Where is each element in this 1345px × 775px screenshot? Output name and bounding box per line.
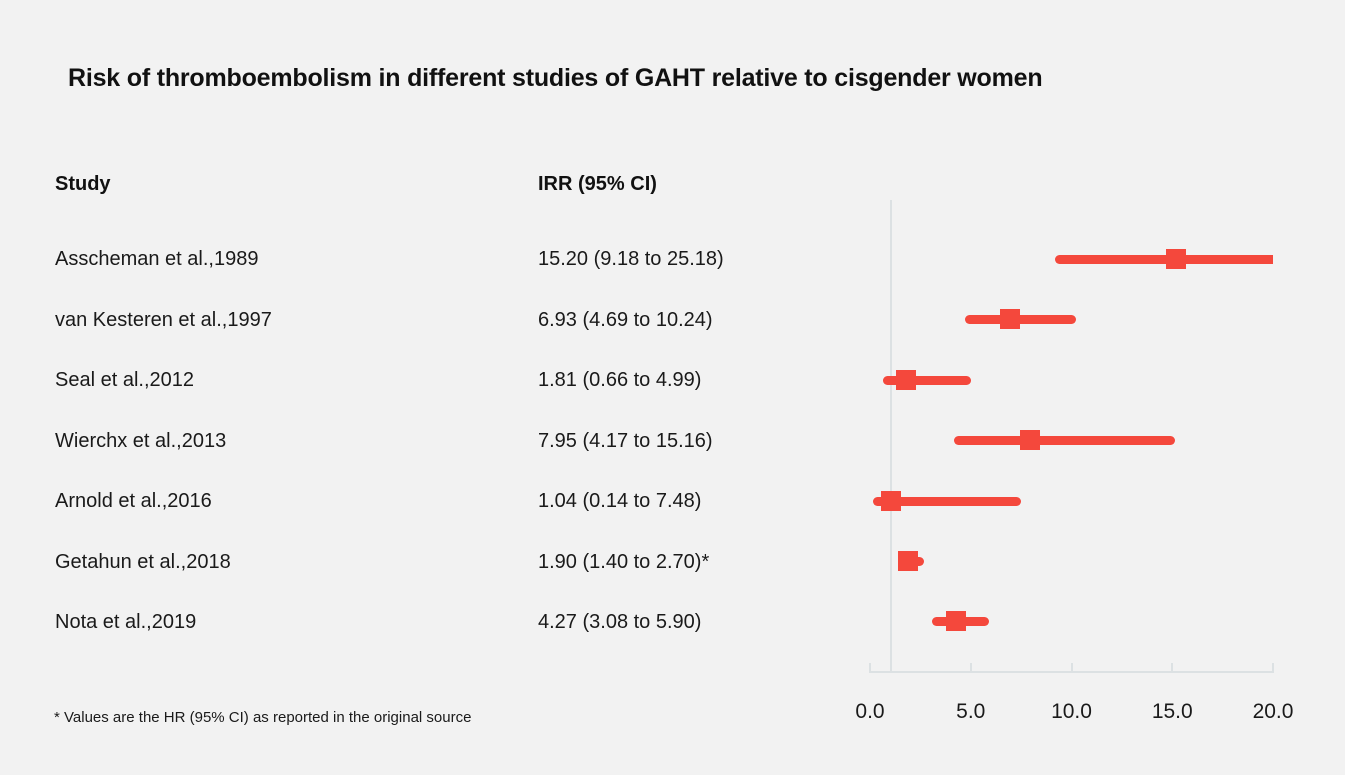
column-header-irr: IRR (95% CI) xyxy=(538,173,657,195)
column-header-study: Study xyxy=(55,173,111,195)
point-estimate-marker xyxy=(1020,430,1041,450)
page-title: Risk of thromboembolism in different stu… xyxy=(68,64,1043,92)
study-name: Nota et al.,2019 xyxy=(55,611,197,633)
irr-value: 1.04 (0.14 to 7.48) xyxy=(538,490,702,512)
point-estimate-marker xyxy=(880,491,901,511)
irr-value: 1.90 (1.40 to 2.70)* xyxy=(538,551,710,573)
footnote: * Values are the HR (95% CI) as reported… xyxy=(54,709,472,726)
confidence-interval-line xyxy=(1054,255,1273,264)
study-name: Getahun et al.,2018 xyxy=(55,551,231,573)
confidence-interval-line xyxy=(883,376,971,385)
x-axis-tick xyxy=(969,663,972,672)
x-axis-tick-label: 0.0 xyxy=(855,700,885,723)
irr-value: 6.93 (4.69 to 10.24) xyxy=(538,309,713,331)
irr-value: 15.20 (9.18 to 25.18) xyxy=(538,248,724,270)
confidence-interval-line xyxy=(954,436,1176,445)
confidence-interval-line xyxy=(872,497,1021,506)
irr-value: 4.27 (3.08 to 5.90) xyxy=(538,611,702,633)
x-axis-tick-label: 10.0 xyxy=(1051,700,1092,723)
point-estimate-marker xyxy=(1166,249,1187,269)
study-name: Arnold et al.,2016 xyxy=(55,490,212,512)
study-name: van Kesteren et al.,1997 xyxy=(55,309,272,331)
x-axis-tick xyxy=(869,663,871,673)
x-axis-line xyxy=(870,671,1273,673)
point-estimate-marker xyxy=(898,551,919,571)
x-axis-tick xyxy=(1171,663,1174,672)
point-estimate-marker xyxy=(999,309,1020,329)
irr-value: 1.81 (0.66 to 4.99) xyxy=(538,369,702,391)
reference-line xyxy=(890,200,893,672)
irr-value: 7.95 (4.17 to 15.16) xyxy=(538,430,713,452)
point-estimate-marker xyxy=(896,370,917,390)
study-name: Asscheman et al.,1989 xyxy=(55,248,259,270)
x-axis-tick-label: 15.0 xyxy=(1151,700,1193,723)
x-axis-tick xyxy=(1070,663,1073,672)
x-axis-tick-label: 5.0 xyxy=(956,700,986,723)
x-axis-tick xyxy=(1272,663,1274,673)
study-name: Wierchx et al.,2013 xyxy=(55,430,227,452)
study-name: Seal et al.,2012 xyxy=(55,369,194,391)
x-axis-tick-label: 20.0 xyxy=(1252,700,1294,723)
point-estimate-marker xyxy=(946,611,967,631)
confidence-interval-line xyxy=(964,315,1077,324)
